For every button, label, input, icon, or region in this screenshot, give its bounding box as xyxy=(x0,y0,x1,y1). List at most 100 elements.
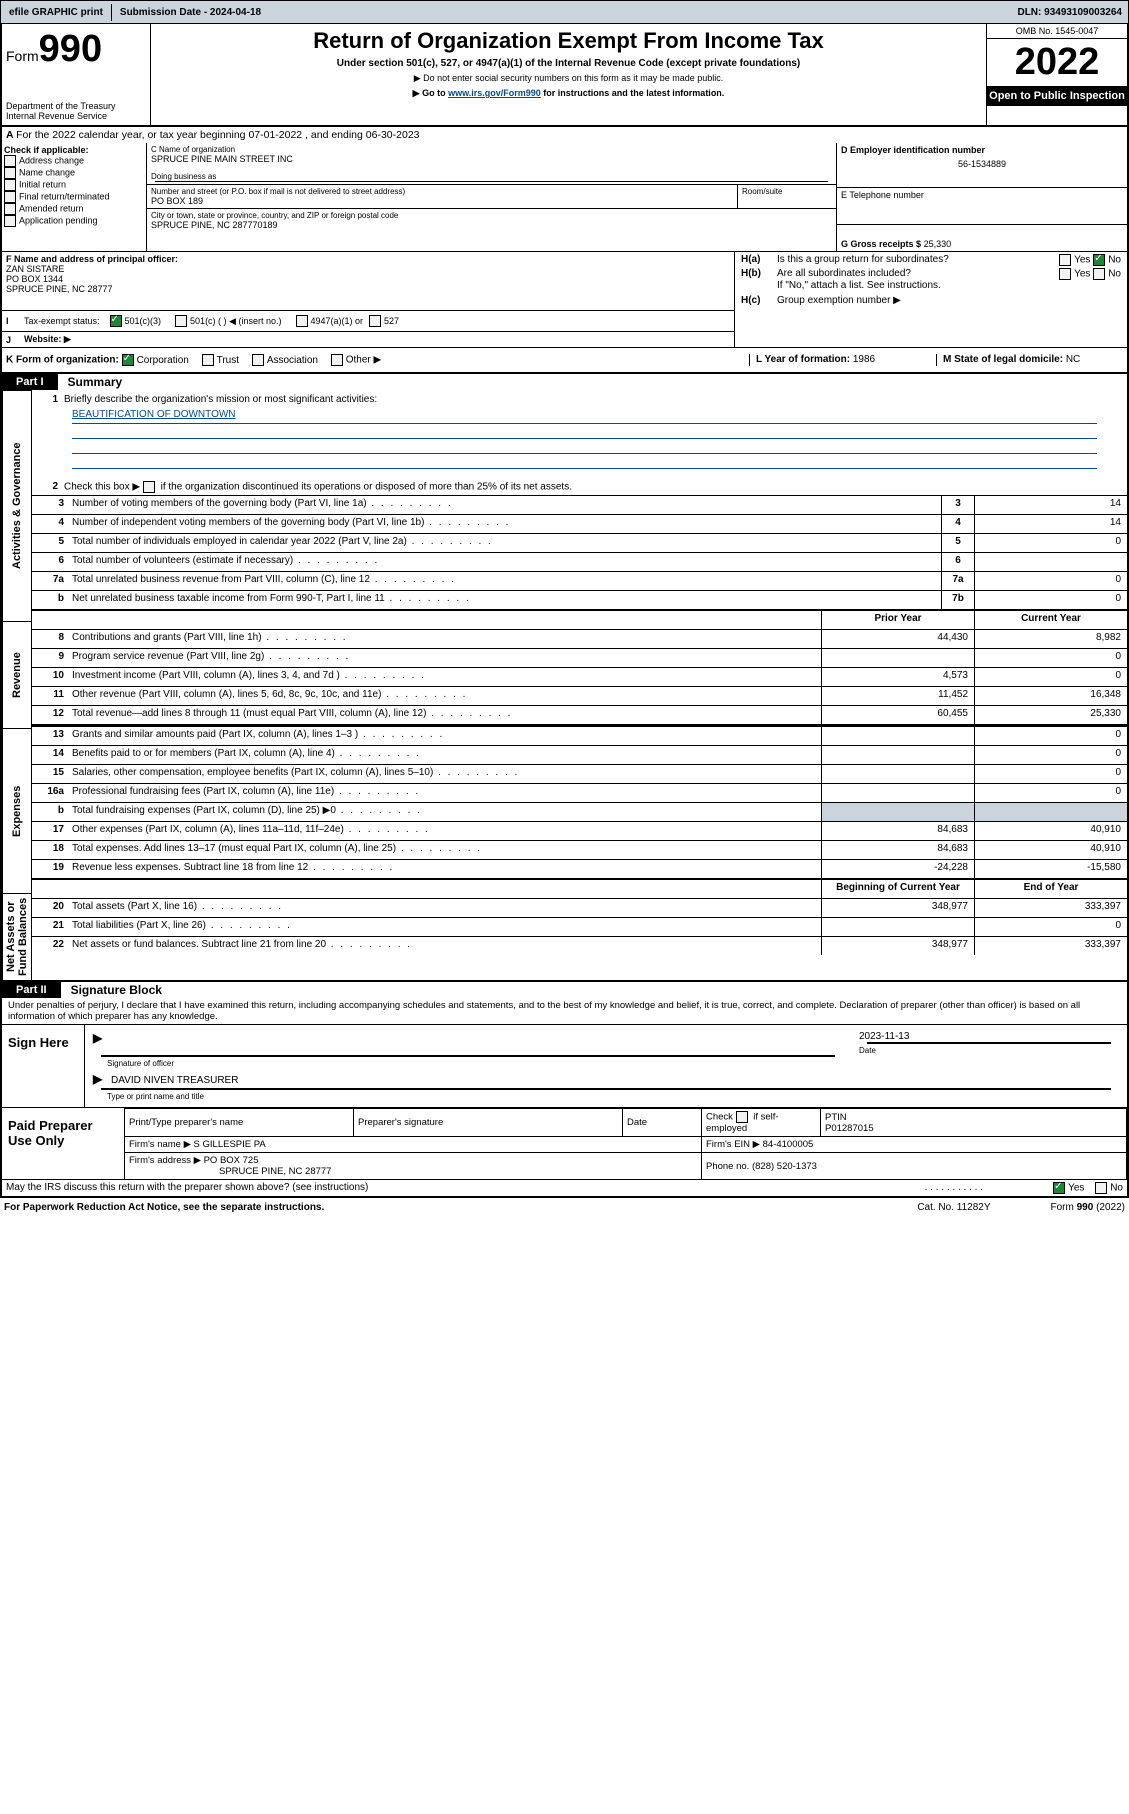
row-num: 6 xyxy=(32,553,68,571)
yes-label: Yes xyxy=(1068,1183,1084,1194)
goto-pre: ▶ Go to xyxy=(413,88,448,98)
i-o4: 527 xyxy=(384,316,399,326)
prep-sig-h: Preparer's signature xyxy=(354,1109,623,1137)
k-assoc[interactable] xyxy=(252,354,264,366)
l-val: 1986 xyxy=(853,354,875,365)
row-num: 7a xyxy=(32,572,68,590)
gov-row-3: 3Number of voting members of the governi… xyxy=(32,495,1127,514)
k-label: K Form of organization: xyxy=(6,355,119,366)
efile-button[interactable]: efile GRAPHIC print xyxy=(1,4,112,21)
b-opt-final[interactable]: Final return/terminated xyxy=(4,191,144,203)
ha-yes[interactable] xyxy=(1059,254,1071,266)
may-no[interactable] xyxy=(1095,1182,1107,1194)
b-opt-address[interactable]: Address change xyxy=(4,155,144,167)
k-trust[interactable] xyxy=(202,354,214,366)
signature-block: Under penalties of perjury, I declare th… xyxy=(0,998,1129,1198)
row-17: 17Other expenses (Part IX, column (A), l… xyxy=(32,821,1127,840)
ein-value: 56-1534889 xyxy=(841,155,1123,169)
paperwork-notice: For Paperwork Reduction Act Notice, see … xyxy=(4,1202,917,1213)
col-d: D Employer identification number 56-1534… xyxy=(837,143,1127,251)
form-header: Form990 Department of the Treasury Inter… xyxy=(0,24,1129,127)
row-num: 11 xyxy=(32,687,68,705)
b-title: Check if applicable: xyxy=(4,145,144,155)
may-irs: May the IRS discuss this return with the… xyxy=(6,1182,925,1194)
sign-here: Sign Here xyxy=(2,1025,84,1107)
row-num: 4 xyxy=(32,515,68,533)
row-b: bTotal fundraising expenses (Part IX, co… xyxy=(32,802,1127,821)
row-11: 11Other revenue (Part VIII, column (A), … xyxy=(32,686,1127,705)
col-prior: Prior Year xyxy=(821,611,974,629)
cb-4947[interactable] xyxy=(296,315,308,327)
row-current: 0 xyxy=(974,918,1127,936)
b-opt-4: Amended return xyxy=(19,203,84,213)
b-opt-1: Name change xyxy=(19,167,75,177)
cb-527[interactable] xyxy=(369,315,381,327)
tax-year: 2022 xyxy=(987,39,1127,86)
q2-checkbox[interactable] xyxy=(143,481,155,493)
firm-addr-l: Firm's address ▶ xyxy=(129,1155,201,1166)
row-current: 0 xyxy=(974,649,1127,667)
form-label: Form xyxy=(6,48,39,64)
col-current: Current Year xyxy=(974,611,1127,629)
row-num: 22 xyxy=(32,937,68,955)
b-opt-initial[interactable]: Initial return xyxy=(4,179,144,191)
row-label: Investment income (Part VIII, column (A)… xyxy=(68,668,821,686)
row-label: Grants and similar amounts paid (Part IX… xyxy=(68,727,821,745)
row-prior: 84,683 xyxy=(821,822,974,840)
officer-printed: DAVID NIVEN TREASURER xyxy=(105,1075,238,1086)
org-name: SPRUCE PINE MAIN STREET INC xyxy=(151,154,832,164)
may-yes[interactable] xyxy=(1053,1182,1065,1194)
row-current: 0 xyxy=(974,746,1127,764)
b-opt-amended[interactable]: Amended return xyxy=(4,203,144,215)
part-ii-title: Signature Block xyxy=(61,983,162,997)
gross-label: G Gross receipts $ xyxy=(841,239,921,249)
row-label: Total revenue—add lines 8 through 11 (mu… xyxy=(68,706,821,724)
j-label: Website: ▶ xyxy=(24,334,71,345)
b-opt-name[interactable]: Name change xyxy=(4,167,144,179)
row-prior xyxy=(821,784,974,802)
dba-line xyxy=(155,181,828,182)
part-i-header: Part I Summary xyxy=(0,374,1129,390)
k-corp[interactable] xyxy=(122,354,134,366)
name-title-label: Type or print name and title xyxy=(93,1092,1119,1101)
b-opt-pending[interactable]: Application pending xyxy=(4,215,144,227)
row-label: Total number of volunteers (estimate if … xyxy=(68,553,941,571)
side-revenue: Revenue xyxy=(2,621,32,728)
prep-date-h: Date xyxy=(623,1109,702,1137)
paid-preparer: Paid Preparer Use Only xyxy=(2,1108,124,1179)
cat-no: Cat. No. 11282Y xyxy=(917,1202,990,1213)
row-num: 5 xyxy=(32,534,68,552)
row-current: 40,910 xyxy=(974,822,1127,840)
ha-no[interactable] xyxy=(1093,254,1105,266)
q2-text: Check this box ▶ if the organization dis… xyxy=(64,481,572,493)
row-num: b xyxy=(32,591,68,609)
submission-date: Submission Date - 2024-04-18 xyxy=(112,4,269,21)
cb-501c[interactable] xyxy=(175,315,187,327)
row-16a: 16aProfessional fundraising fees (Part I… xyxy=(32,783,1127,802)
ptin-val: P01287015 xyxy=(825,1123,874,1134)
row-label: Revenue less expenses. Subtract line 18 … xyxy=(68,860,821,878)
k-other[interactable] xyxy=(331,354,343,366)
row-label: Salaries, other compensation, employee b… xyxy=(68,765,821,783)
hb-yes[interactable] xyxy=(1059,268,1071,280)
q1-label: Briefly describe the organization's miss… xyxy=(64,394,377,405)
part-i-tab: Part I xyxy=(2,374,58,390)
row-label: Professional fundraising fees (Part IX, … xyxy=(68,784,821,802)
cb-self-employed[interactable] xyxy=(736,1111,748,1123)
i-o1: 501(c)(3) xyxy=(125,316,162,326)
hb-no[interactable] xyxy=(1093,268,1105,280)
row-current: 0 xyxy=(974,727,1127,745)
cb-501c3[interactable] xyxy=(110,315,122,327)
row-12: 12Total revenue—add lines 8 through 11 (… xyxy=(32,705,1127,724)
row-val: 14 xyxy=(974,515,1127,533)
dln: DLN: 93493109003264 xyxy=(1017,7,1128,18)
dba-label: Doing business as xyxy=(151,172,832,181)
row-box: 5 xyxy=(941,534,974,552)
side-expenses: Expenses xyxy=(2,728,32,893)
goto-post: for instructions and the latest informat… xyxy=(541,88,725,98)
row-box: 3 xyxy=(941,496,974,514)
irs-link[interactable]: www.irs.gov/Form990 xyxy=(448,88,541,98)
row-current: 0 xyxy=(974,668,1127,686)
omb-number: OMB No. 1545-0047 xyxy=(987,24,1127,39)
row-num: 20 xyxy=(32,899,68,917)
